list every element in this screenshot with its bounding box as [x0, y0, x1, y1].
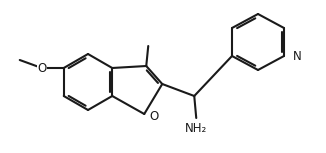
- Text: N: N: [293, 50, 302, 62]
- Text: O: O: [149, 110, 158, 123]
- Text: NH₂: NH₂: [185, 122, 207, 135]
- Text: O: O: [37, 62, 46, 75]
